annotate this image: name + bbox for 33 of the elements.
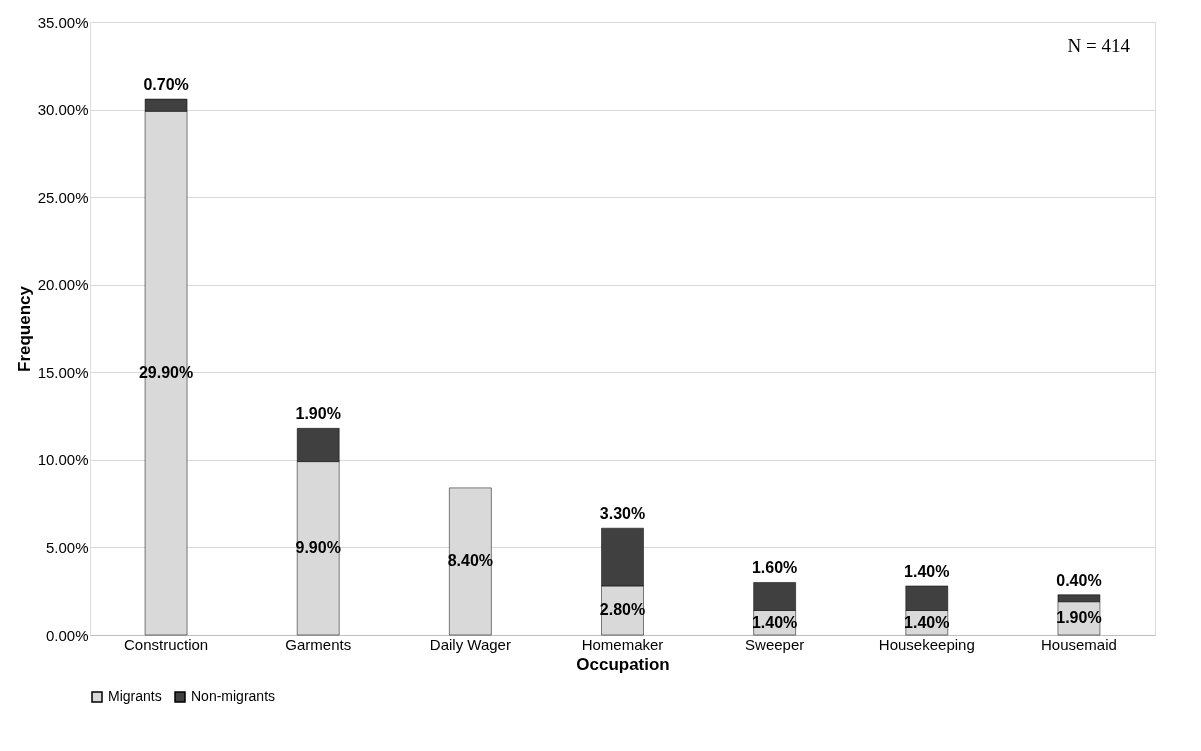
data-label: 1.60%: [751, 559, 798, 577]
data-label: 3.30%: [599, 505, 646, 523]
y-tick-label: 35.00%: [37, 13, 89, 31]
y-tick-label: 25.00%: [37, 188, 89, 206]
x-tick-label: Garments: [285, 635, 352, 653]
y-tick-label: 30.00%: [37, 101, 89, 119]
x-tick-label: Daily Wager: [429, 635, 511, 653]
x-tick-label: Housekeeping: [878, 635, 975, 653]
y-tick-label: 0.00%: [45, 626, 89, 644]
x-tick-label: Homemaker: [581, 635, 664, 653]
legend-label: Migrants: [108, 688, 162, 704]
legend-label: Non-migrants: [191, 688, 276, 704]
data-label: 0.70%: [143, 76, 189, 94]
data-label: 29.90%: [138, 364, 194, 382]
data-label: 2.80%: [599, 601, 646, 619]
y-tick-label: 5.00%: [45, 538, 89, 556]
data-label: 1.40%: [904, 562, 950, 580]
y-axis-title: Frequency: [14, 285, 34, 372]
data-label: 1.90%: [295, 405, 341, 423]
data-label: 9.90%: [295, 539, 341, 557]
x-axis-title: Occupation: [576, 654, 670, 674]
x-tick-label: Sweeper: [745, 635, 805, 653]
y-tick-label: 20.00%: [37, 276, 89, 294]
data-label: 1.40%: [751, 613, 798, 631]
data-label: 8.40%: [447, 552, 494, 570]
annotation: N = 414: [1067, 35, 1131, 56]
x-tick-label: Construction: [123, 635, 209, 653]
data-label: 1.90%: [1056, 609, 1102, 627]
y-tick-label: 10.00%: [37, 451, 89, 469]
data-label: 1.40%: [904, 613, 950, 631]
y-tick-label: 15.00%: [37, 363, 89, 381]
x-tick-label: Housemaid: [1040, 635, 1117, 653]
data-label: 0.40%: [1056, 571, 1102, 589]
